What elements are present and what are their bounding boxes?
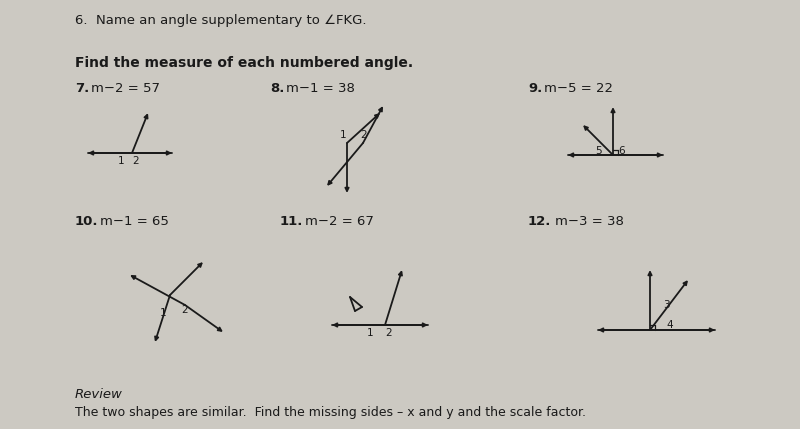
Text: 4: 4 — [666, 320, 674, 330]
Text: 8.: 8. — [270, 82, 284, 95]
Text: 10.: 10. — [75, 215, 98, 228]
Text: m−3 = 38: m−3 = 38 — [555, 215, 624, 228]
Text: 2: 2 — [386, 328, 392, 338]
Text: m−2 = 67: m−2 = 67 — [305, 215, 374, 228]
Text: 6: 6 — [618, 146, 626, 156]
Text: m−2 = 57: m−2 = 57 — [91, 82, 160, 95]
Text: 6.  Name an angle supplementary to ∠FKG.: 6. Name an angle supplementary to ∠FKG. — [75, 14, 366, 27]
Text: 3: 3 — [662, 300, 670, 310]
Text: m−5 = 22: m−5 = 22 — [544, 82, 613, 95]
Text: Find the measure of each numbered angle.: Find the measure of each numbered angle. — [75, 56, 413, 70]
Text: 11.: 11. — [280, 215, 303, 228]
Text: 2: 2 — [133, 156, 139, 166]
Text: 1: 1 — [160, 308, 166, 318]
Text: 5: 5 — [596, 146, 602, 156]
Text: 9.: 9. — [528, 82, 542, 95]
Text: 12.: 12. — [528, 215, 551, 228]
Text: 7.: 7. — [75, 82, 90, 95]
Text: m−1 = 38: m−1 = 38 — [286, 82, 355, 95]
Text: 2: 2 — [361, 130, 367, 140]
Text: 1: 1 — [340, 130, 346, 140]
Text: The two shapes are similar.  Find the missing sides – x and y and the scale fact: The two shapes are similar. Find the mis… — [75, 406, 586, 419]
Text: 1: 1 — [118, 156, 124, 166]
Text: 2: 2 — [182, 305, 188, 315]
Text: m−1 = 65: m−1 = 65 — [100, 215, 169, 228]
Text: Review: Review — [75, 388, 123, 401]
Text: 1: 1 — [366, 328, 374, 338]
